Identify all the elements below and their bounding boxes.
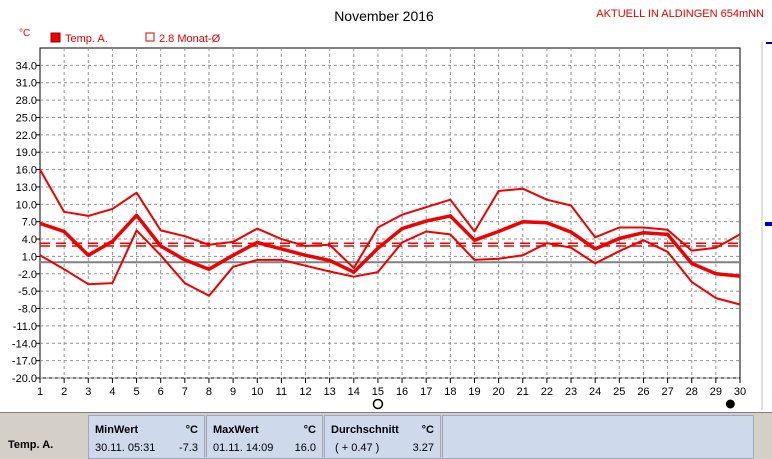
x-tick-label: 29 bbox=[710, 386, 722, 398]
x-tick-label: 23 bbox=[565, 386, 577, 398]
x-tick-label: 3 bbox=[85, 386, 91, 398]
x-tick-label: 14 bbox=[348, 386, 360, 398]
y-tick-label: 34.0 bbox=[16, 60, 37, 72]
y-tick-label: -8.0 bbox=[18, 304, 37, 316]
temperature-chart: November 2016 AKTUELL IN ALDINGEN 654mNN… bbox=[11, 8, 772, 410]
series-line-mean bbox=[39, 213, 741, 278]
x-tick-label: 22 bbox=[541, 386, 553, 398]
y-tick-label: 22.0 bbox=[16, 130, 37, 142]
y-tick-label: 4.0 bbox=[22, 234, 37, 246]
y-tick-label: 7.0 bbox=[22, 217, 37, 229]
legend-label-temp: Temp. A. bbox=[65, 33, 108, 45]
stats-panel: Temp. A. MinWert °C 30.11. 05:31 -7.3 Ma… bbox=[0, 412, 772, 459]
y-tick-label: -17.0 bbox=[12, 356, 37, 368]
x-tick-label: 9 bbox=[230, 386, 236, 398]
min-value: -7.3 bbox=[179, 442, 198, 454]
legend-label-monthly-avg: 2.8 Monat-Ø bbox=[159, 33, 221, 45]
x-tick-label: 28 bbox=[686, 386, 698, 398]
legend-filled-swatch-icon bbox=[50, 32, 61, 43]
y-tick-label: 10.0 bbox=[16, 199, 37, 211]
right-edge-marker-top bbox=[766, 42, 772, 44]
x-tick-label: 27 bbox=[661, 386, 673, 398]
station-label: AKTUELL IN ALDINGEN 654mNN bbox=[596, 8, 764, 20]
y-tick-label: -2.0 bbox=[18, 269, 37, 281]
x-tick-label: 11 bbox=[276, 386, 287, 398]
avg-header: Durchschnitt bbox=[331, 424, 399, 436]
plot-frame bbox=[39, 47, 741, 379]
legend-hollow-swatch-icon bbox=[145, 32, 155, 42]
min-value-cell: MinWert °C 30.11. 05:31 -7.3 bbox=[88, 415, 205, 459]
y-tick-label: 19.0 bbox=[16, 147, 37, 159]
x-tick-label: 2 bbox=[61, 386, 67, 398]
avg-unit: °C bbox=[421, 424, 434, 436]
chart-title: November 2016 bbox=[334, 8, 434, 24]
max-unit: °C bbox=[303, 424, 316, 436]
avg-delta: ( + 0.47 ) bbox=[335, 442, 380, 454]
series-line-max bbox=[39, 169, 741, 269]
y-tick-label: 25.0 bbox=[16, 112, 37, 124]
x-tick-label: 8 bbox=[206, 386, 212, 398]
x-tick-label: 17 bbox=[420, 386, 432, 398]
x-tick-label: 15 bbox=[372, 386, 384, 398]
x-tick-label: 12 bbox=[299, 386, 311, 398]
x-tick-label: 16 bbox=[396, 386, 408, 398]
y-tick-label: 28.0 bbox=[16, 95, 37, 107]
min-unit: °C bbox=[185, 424, 198, 436]
min-header: MinWert bbox=[95, 424, 139, 436]
x-tick-label: 26 bbox=[637, 386, 649, 398]
y-tick-label: 13.0 bbox=[16, 182, 37, 194]
x-tick-label: 18 bbox=[444, 386, 456, 398]
y-tick-label: -14.0 bbox=[12, 338, 37, 350]
max-value: 16.0 bbox=[294, 442, 316, 454]
avg-value-cell: Durchschnitt °C ( + 0.47 ) 3.27 bbox=[324, 415, 441, 459]
x-tick-label: 6 bbox=[158, 386, 164, 398]
max-header: MaxWert bbox=[213, 424, 259, 436]
x-tick-label: 20 bbox=[492, 386, 504, 398]
right-edge-marker-blue bbox=[765, 222, 772, 226]
filled-dot-icon bbox=[725, 399, 735, 409]
max-time: 01.11. 14:09 bbox=[213, 442, 274, 454]
x-tick-label: 5 bbox=[133, 386, 139, 398]
max-value-cell: MaxWert °C 01.11. 14:09 16.0 bbox=[206, 415, 323, 459]
min-time: 30.11. 05:31 bbox=[95, 442, 156, 454]
x-tick-label: 13 bbox=[324, 386, 336, 398]
x-tick-label: 10 bbox=[251, 386, 263, 398]
y-tick-label: 31.0 bbox=[16, 78, 37, 90]
x-tick-label: 4 bbox=[109, 386, 115, 398]
y-tick-label: 1.0 bbox=[22, 251, 37, 263]
series-line-min bbox=[39, 229, 741, 306]
y-unit-label: °C bbox=[19, 28, 30, 39]
y-tick-label: 16.0 bbox=[16, 165, 37, 177]
x-tick-label: 25 bbox=[613, 386, 625, 398]
y-tick-label: -20.0 bbox=[12, 373, 37, 385]
x-tick-label: 30 bbox=[734, 386, 746, 398]
y-tick-label: -5.0 bbox=[18, 286, 37, 298]
x-tick-label: 1 bbox=[37, 386, 43, 398]
empty-cell bbox=[442, 415, 754, 459]
x-tick-label: 24 bbox=[589, 386, 601, 398]
x-tick-label: 21 bbox=[517, 386, 529, 398]
avg-value: 3.27 bbox=[412, 442, 434, 454]
x-tick-label: 19 bbox=[468, 386, 480, 398]
stats-row-label: Temp. A. bbox=[8, 439, 54, 451]
y-tick-label: -11.0 bbox=[13, 321, 37, 333]
x-tick-label: 7 bbox=[182, 386, 188, 398]
circle-marker-icon bbox=[372, 398, 384, 410]
